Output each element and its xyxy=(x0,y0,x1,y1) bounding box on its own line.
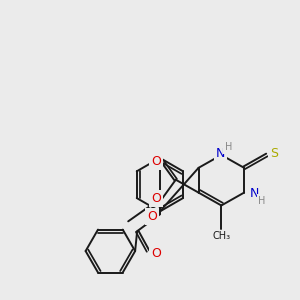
Text: H: H xyxy=(258,196,266,206)
Text: O: O xyxy=(147,210,157,223)
Text: O: O xyxy=(151,155,161,168)
Text: O: O xyxy=(151,247,161,260)
Text: O: O xyxy=(151,192,161,205)
Text: N: N xyxy=(216,148,225,160)
Text: H: H xyxy=(225,142,232,152)
Text: CH₃: CH₃ xyxy=(212,231,230,241)
Text: S: S xyxy=(270,148,278,160)
Text: N: N xyxy=(249,187,259,200)
